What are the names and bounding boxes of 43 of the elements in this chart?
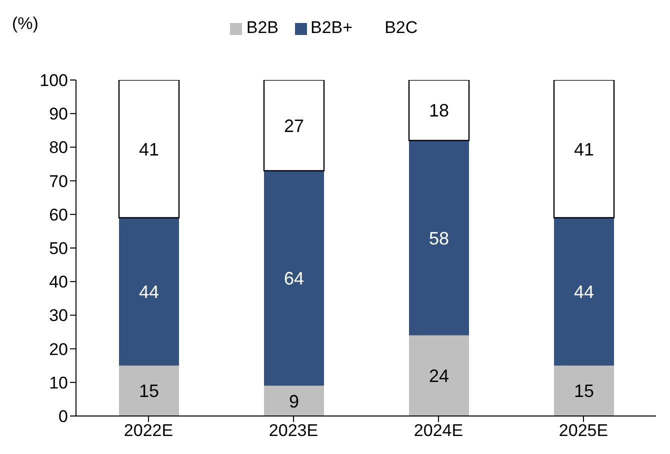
y-tick-label: 40 [49, 272, 68, 292]
y-axis-title: (%) [12, 14, 38, 34]
text: B2C [384, 18, 418, 37]
legend-label: B2B+ [310, 18, 353, 37]
legend-label: B2B [246, 18, 278, 37]
y-tick-label: 10 [49, 373, 68, 392]
bar [409, 335, 469, 416]
x-tick-label: 2024E [414, 421, 464, 440]
data-label: 9 [288, 391, 300, 412]
data-label: 15 [138, 381, 160, 402]
data-label: 24 [428, 366, 450, 386]
data-label: 44 [574, 282, 594, 302]
bar [553, 80, 615, 218]
data-label: 41 [574, 139, 594, 160]
y-tick-label: 0 [58, 407, 68, 426]
bar [409, 140, 469, 336]
data-label: 15 [574, 381, 594, 402]
bar [263, 80, 325, 172]
x-tick-label: 2025E [558, 421, 608, 440]
y-tick-label: 60 [49, 205, 68, 224]
bar [264, 386, 324, 416]
y-tick-label: 50 [49, 239, 68, 258]
y-tick-label: 90 [49, 104, 68, 124]
y-tick-label: 70 [49, 172, 68, 191]
bar [554, 366, 614, 416]
data-label: 27 [284, 116, 304, 136]
data-label: 18 [428, 100, 450, 121]
x-tick-label: 2023E [268, 421, 318, 440]
data-label: 41 [138, 139, 160, 160]
x-tick-label: 2022E [124, 421, 174, 440]
data-label: 58 [428, 228, 450, 248]
data-label: 64 [284, 268, 304, 289]
bar [118, 80, 180, 218]
y-tick-label: 100 [40, 71, 68, 90]
y-tick-label: 20 [49, 340, 68, 359]
bar [119, 366, 179, 416]
data-label: 44 [138, 282, 160, 302]
bar [119, 218, 179, 366]
y-tick-label: 30 [49, 306, 68, 326]
bar [408, 80, 470, 142]
bar [554, 218, 614, 366]
y-tick-label: 80 [49, 138, 68, 158]
bar [264, 170, 324, 386]
